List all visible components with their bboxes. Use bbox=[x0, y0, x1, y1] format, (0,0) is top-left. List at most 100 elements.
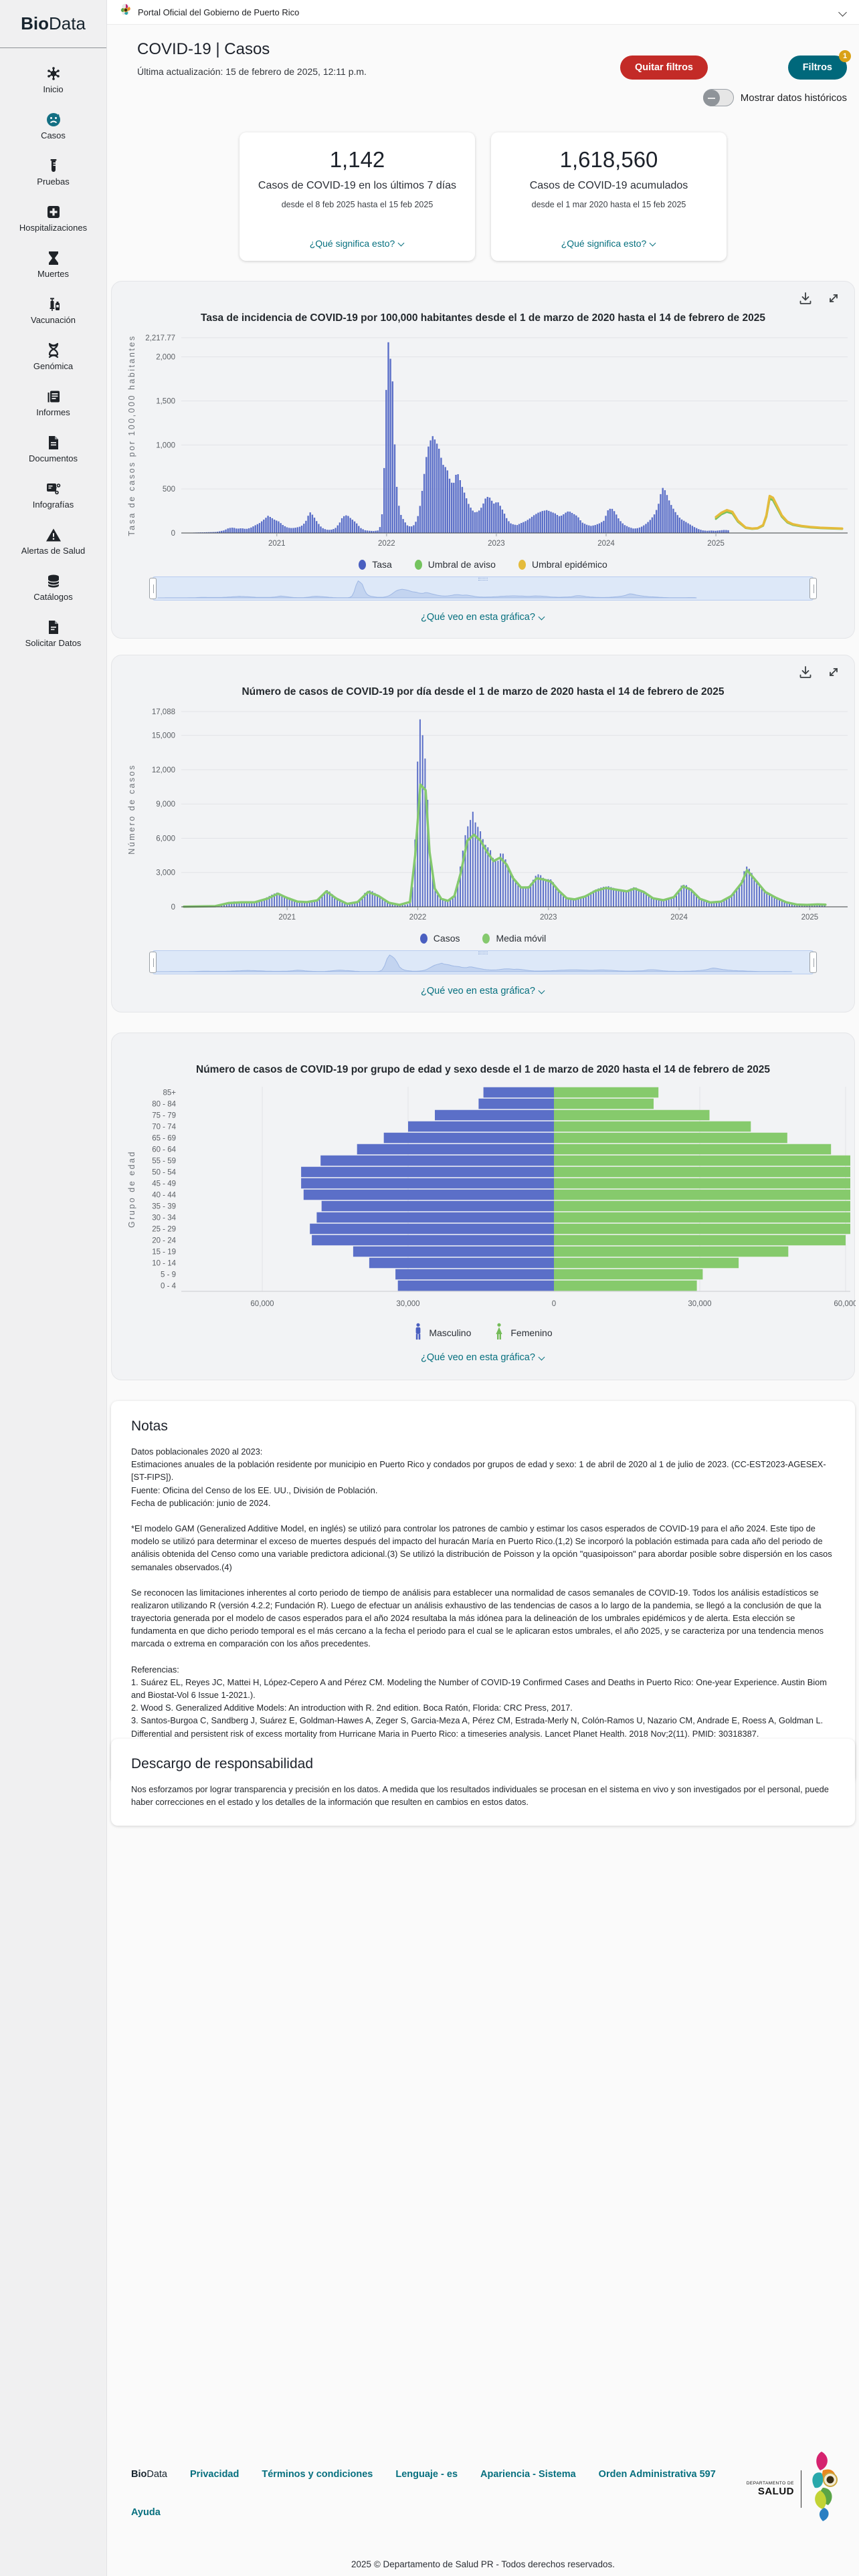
svg-text:35 - 39: 35 - 39 bbox=[152, 1203, 176, 1211]
svg-text:45 - 49: 45 - 49 bbox=[152, 1180, 176, 1188]
svg-text:60 - 64: 60 - 64 bbox=[152, 1146, 176, 1154]
chevron-down-icon bbox=[539, 615, 545, 621]
hourglass-icon bbox=[47, 249, 60, 267]
gov-banner-text: Portal Oficial del Gobierno de Puerto Ri… bbox=[138, 7, 300, 17]
que-veo-link[interactable]: ¿Qué veo en esta gráfica? bbox=[421, 612, 545, 623]
legend-femenino[interactable]: Femenino bbox=[494, 1323, 553, 1342]
svg-text:12,000: 12,000 bbox=[152, 766, 175, 774]
card-casos-acumulados: 1,618,560 Casos de COVID-19 acumulados d… bbox=[491, 132, 727, 261]
daily-cases-chart[interactable]: 0 3,000 6,000 9,000 12,000 15,000 17,088 Número… bbox=[112, 701, 856, 928]
que-significa-link[interactable]: ¿Qué significa esto? bbox=[561, 238, 657, 249]
expand-icon[interactable] bbox=[826, 291, 841, 306]
legend-casos[interactable]: Casos bbox=[419, 933, 460, 944]
svg-text:30,000: 30,000 bbox=[688, 1300, 711, 1308]
navigator-left-handle[interactable] bbox=[149, 952, 157, 973]
svg-text:60,000: 60,000 bbox=[834, 1300, 856, 1308]
notes-paragraph: Se reconocen las limitaciones inherentes… bbox=[131, 1587, 824, 1649]
svg-text:2025: 2025 bbox=[707, 540, 725, 548]
svg-text:2025: 2025 bbox=[801, 914, 819, 922]
sidebar-item-catalogos[interactable]: Catálogos bbox=[0, 564, 106, 610]
navigator-right-handle[interactable] bbox=[809, 578, 817, 599]
footer-link-ayuda[interactable]: Ayuda bbox=[131, 2507, 161, 2518]
toggle-thumb-icon bbox=[702, 90, 720, 106]
expand-icon[interactable] bbox=[826, 665, 841, 679]
remove-filters-button[interactable]: Quitar filtros bbox=[619, 56, 708, 80]
svg-text:0 - 4: 0 - 4 bbox=[161, 1283, 177, 1291]
notes-paragraph: Referencias: bbox=[131, 1664, 179, 1675]
rate-chart[interactable]: 0 500 1,000 1,500 2,000 2,217.77 Tasa de casos… bbox=[112, 327, 856, 554]
svg-text:40 - 44: 40 - 44 bbox=[152, 1192, 176, 1200]
gov-banner[interactable]: Portal Oficial del Gobierno de Puerto Ri… bbox=[107, 0, 859, 25]
legend-masculino[interactable]: Masculino bbox=[413, 1323, 471, 1342]
legend-umbral-aviso[interactable]: Umbral de aviso bbox=[414, 559, 496, 570]
biodata-logo[interactable]: Bio Data bbox=[0, 0, 106, 48]
document-icon bbox=[47, 434, 60, 451]
chevron-down-icon bbox=[539, 1355, 545, 1361]
sidebar-item-documentos[interactable]: Documentos bbox=[0, 425, 106, 471]
summary-cards-row: 1,142 Casos de COVID-19 en los últimos 7… bbox=[107, 132, 859, 261]
infographic-icon bbox=[45, 480, 62, 498]
sidebar-item-informes[interactable]: Informes bbox=[0, 379, 106, 425]
svg-text:85+: 85+ bbox=[163, 1089, 176, 1097]
legend-tasa[interactable]: Tasa bbox=[359, 559, 392, 570]
footer-link-biodata[interactable]: BioData bbox=[131, 2469, 167, 2480]
footer-link-lenguaje[interactable]: Lenguaje - es bbox=[395, 2469, 458, 2480]
download-icon[interactable] bbox=[798, 665, 813, 679]
svg-text:3,000: 3,000 bbox=[156, 869, 175, 877]
navigator-right-handle[interactable] bbox=[809, 952, 817, 973]
footer-link-terminos[interactable]: Términos y condiciones bbox=[262, 2469, 373, 2480]
notes-paragraph: Estimaciones anuales de la población res… bbox=[131, 1459, 826, 1483]
sidebar-item-alertas-de-salud[interactable]: Alertas de Salud bbox=[0, 518, 106, 564]
svg-text:10 - 14: 10 - 14 bbox=[152, 1260, 176, 1268]
legend-media-movil[interactable]: Media móvil bbox=[482, 933, 546, 944]
copyright-text: 2025 © Departamento de Salud PR - Todos … bbox=[351, 2559, 615, 2569]
sidebar-item-infografias[interactable]: Infografías bbox=[0, 471, 106, 518]
sidebar-item-vacunacion[interactable]: Vacunación bbox=[0, 287, 106, 333]
svg-text:2021: 2021 bbox=[278, 914, 296, 922]
legend-dot-icon bbox=[518, 559, 526, 570]
sidebar-item-solicitar-datos[interactable]: Solicitar Datos bbox=[0, 610, 106, 656]
sidebar-item-hospitalizaciones[interactable]: Hospitalizaciones bbox=[0, 195, 106, 241]
chevron-down-icon[interactable] bbox=[839, 8, 847, 16]
legend-umbral-epidemico[interactable]: Umbral epidémico bbox=[518, 559, 607, 570]
svg-text:6,000: 6,000 bbox=[156, 835, 175, 843]
footer-link-apariencia[interactable]: Apariencia - Sistema bbox=[480, 2469, 576, 2480]
filters-count-badge: 1 bbox=[839, 50, 851, 62]
que-veo-link[interactable]: ¿Qué veo en esta gráfica? bbox=[421, 986, 545, 996]
male-person-icon bbox=[413, 1323, 423, 1342]
download-icon[interactable] bbox=[798, 291, 813, 306]
daily-cases-chart-title: Número de casos de COVID-19 por día desd… bbox=[242, 686, 725, 697]
report-icon bbox=[46, 388, 61, 405]
footer-link-orden-administrativa[interactable]: Orden Administrativa 597 bbox=[598, 2469, 716, 2480]
svg-text:80 - 84: 80 - 84 bbox=[152, 1101, 176, 1109]
rate-chart-range-navigator[interactable] bbox=[149, 576, 817, 601]
navigator-grip-icon bbox=[478, 578, 488, 580]
svg-text:55 - 59: 55 - 59 bbox=[152, 1158, 176, 1166]
disclaimer-text: Nos esforzamos por lograr transparencia … bbox=[131, 1784, 829, 1808]
database-icon bbox=[46, 572, 61, 590]
sidebar-item-casos[interactable]: Casos bbox=[0, 102, 106, 148]
sidebar-item-muertes[interactable]: Muertes bbox=[0, 241, 106, 287]
historic-data-toggle[interactable] bbox=[702, 89, 734, 106]
navigator-grip-icon bbox=[478, 952, 488, 954]
sidebar-item-pruebas[interactable]: Pruebas bbox=[0, 148, 106, 195]
age-sex-pyramid-chart[interactable]: 60,000 30,000 0 30,000 60,000 85+ 80 - 84 75 - … bbox=[112, 1080, 858, 1315]
chevron-down-icon bbox=[650, 241, 656, 247]
legend-dot-icon bbox=[482, 933, 490, 944]
sidebar-item-inicio[interactable]: Inicio bbox=[0, 56, 106, 102]
navigator-left-handle[interactable] bbox=[149, 578, 157, 599]
casos-acumulados-range: desde el 1 mar 2020 hasta el 15 feb 2025 bbox=[531, 200, 686, 210]
footer-link-privacidad[interactable]: Privacidad bbox=[190, 2469, 240, 2480]
que-significa-link[interactable]: ¿Qué significa esto? bbox=[310, 238, 405, 249]
svg-text:0: 0 bbox=[171, 530, 175, 538]
warning-triangle-icon bbox=[45, 526, 62, 544]
sidebar-item-genomica[interactable]: Genómica bbox=[0, 333, 106, 379]
svg-text:2023: 2023 bbox=[540, 914, 557, 922]
daily-chart-range-navigator[interactable] bbox=[149, 950, 817, 974]
svg-text:5 - 9: 5 - 9 bbox=[161, 1271, 176, 1279]
que-veo-link[interactable]: ¿Qué veo en esta gráfica? bbox=[421, 1352, 545, 1363]
svg-text:2,217.77: 2,217.77 bbox=[145, 334, 175, 342]
card-casos-7-dias: 1,142 Casos de COVID-19 en los últimos 7… bbox=[240, 132, 475, 261]
filters-button[interactable]: Filtros bbox=[787, 56, 847, 80]
